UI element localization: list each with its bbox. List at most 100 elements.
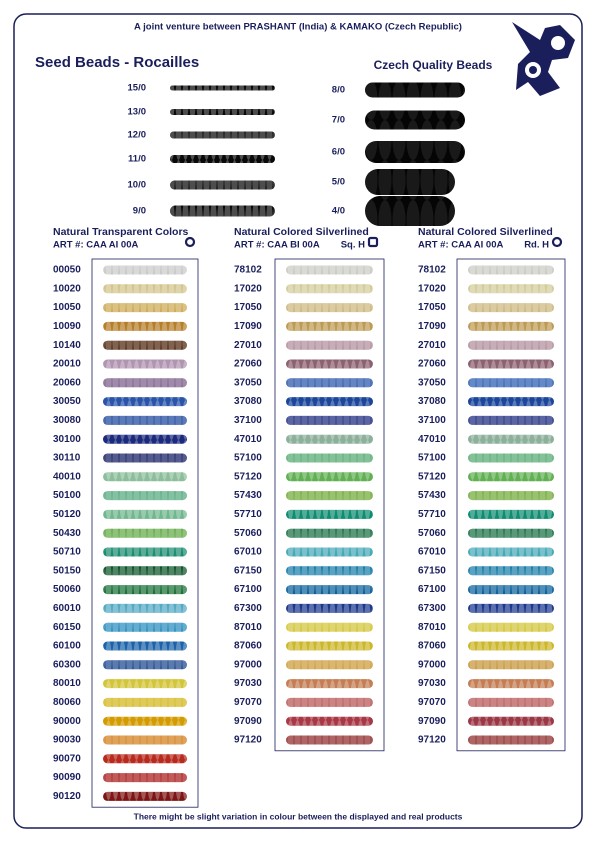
color-code: 67100 — [418, 584, 446, 595]
bead-shading — [103, 754, 187, 764]
bead-shading — [103, 415, 187, 425]
column-title: Natural Colored Silverlined — [234, 226, 369, 238]
color-code: 57120 — [418, 471, 446, 482]
bead-shading — [365, 141, 465, 163]
bead-shading — [286, 378, 373, 388]
bead-shading — [286, 453, 373, 463]
bead-shading — [103, 716, 187, 726]
bead-shading — [286, 716, 373, 726]
color-code: 37100 — [418, 415, 446, 426]
color-code: 87060 — [418, 641, 446, 652]
bead-shading — [286, 321, 373, 331]
bead-shading — [286, 284, 373, 294]
bead-shading — [468, 585, 554, 595]
hole-icon — [367, 236, 379, 248]
color-code: 47010 — [418, 434, 446, 445]
hole-icon — [184, 236, 196, 248]
bead-shading — [365, 82, 465, 98]
bead-shading — [103, 453, 187, 463]
bead-shading — [468, 378, 554, 388]
color-code: 97090 — [234, 716, 262, 727]
bead-shading — [286, 509, 373, 519]
color-code: 80060 — [53, 697, 81, 708]
bead-shading — [286, 415, 373, 425]
color-code: 90120 — [53, 791, 81, 802]
bead-shading — [286, 491, 373, 501]
swatch-box — [91, 258, 199, 808]
bead-shading — [286, 735, 373, 745]
bead-shading — [286, 641, 373, 651]
bead-shading — [103, 491, 187, 501]
color-code: 97000 — [418, 659, 446, 670]
czech-beads-title: Czech Quality Beads — [374, 58, 493, 72]
bead-shading — [468, 735, 554, 745]
bead-shading — [468, 340, 554, 350]
size-label: 9/0 — [133, 206, 146, 217]
color-code: 90000 — [53, 716, 81, 727]
bead-shading — [103, 472, 187, 482]
color-code: 17090 — [234, 321, 262, 332]
bead-shading — [468, 547, 554, 557]
color-code: 67300 — [234, 603, 262, 614]
bead-shading — [468, 321, 554, 331]
color-code: 60300 — [53, 659, 81, 670]
bead-shading — [103, 773, 187, 783]
size-label: 11/0 — [128, 154, 146, 165]
color-code: 30080 — [53, 415, 81, 426]
tagline: A joint venture between PRASHANT (India)… — [134, 22, 462, 33]
color-code: 67150 — [418, 565, 446, 576]
color-code: 57100 — [234, 453, 262, 464]
bead-shading — [103, 641, 187, 651]
size-label: 12/0 — [128, 130, 147, 141]
color-code: 57060 — [418, 528, 446, 539]
color-code: 40010 — [53, 471, 81, 482]
bead-shading — [286, 397, 373, 407]
bead-shading — [103, 791, 187, 801]
bead-shading — [468, 528, 554, 538]
size-label: 13/0 — [128, 107, 147, 118]
bead-shading — [286, 472, 373, 482]
color-code: 50710 — [53, 547, 81, 558]
color-code: 20060 — [53, 377, 81, 388]
color-code: 27060 — [418, 359, 446, 370]
bead-shading — [170, 155, 275, 163]
color-code: 78102 — [234, 265, 262, 276]
bead-shading — [468, 415, 554, 425]
bead-shading — [103, 603, 187, 613]
size-label: 10/0 — [128, 180, 147, 191]
size-label: 6/0 — [332, 147, 345, 158]
color-code: 10020 — [53, 283, 81, 294]
color-code: 78102 — [418, 265, 446, 276]
bead-shading — [468, 566, 554, 576]
hole-type: Rd. H — [524, 240, 549, 251]
bead-shading — [286, 679, 373, 689]
bead-shading — [468, 434, 554, 444]
bead-shading — [170, 85, 275, 91]
bead-shading — [103, 509, 187, 519]
color-code: 17020 — [234, 283, 262, 294]
color-code: 57120 — [234, 471, 262, 482]
bead-shading — [468, 265, 554, 275]
size-label: 15/0 — [128, 83, 147, 94]
bead-shading — [468, 603, 554, 613]
color-code: 50430 — [53, 528, 81, 539]
color-code: 87060 — [234, 641, 262, 652]
bead-shading — [286, 697, 373, 707]
bead-shading — [468, 284, 554, 294]
bead-shading — [103, 434, 187, 444]
color-code: 10090 — [53, 321, 81, 332]
bead-shading — [468, 303, 554, 313]
color-code: 97030 — [418, 678, 446, 689]
bead-shading — [286, 547, 373, 557]
bead-shading — [103, 265, 187, 275]
color-code: 27060 — [234, 359, 262, 370]
bead-shading — [103, 359, 187, 369]
color-code: 50120 — [53, 509, 81, 520]
bead-shading — [286, 434, 373, 444]
bead-shading — [286, 528, 373, 538]
bead-shading — [468, 397, 554, 407]
color-code: 60010 — [53, 603, 81, 614]
bead-shading — [103, 340, 187, 350]
hole-icon — [551, 236, 563, 248]
bead-shading — [286, 585, 373, 595]
